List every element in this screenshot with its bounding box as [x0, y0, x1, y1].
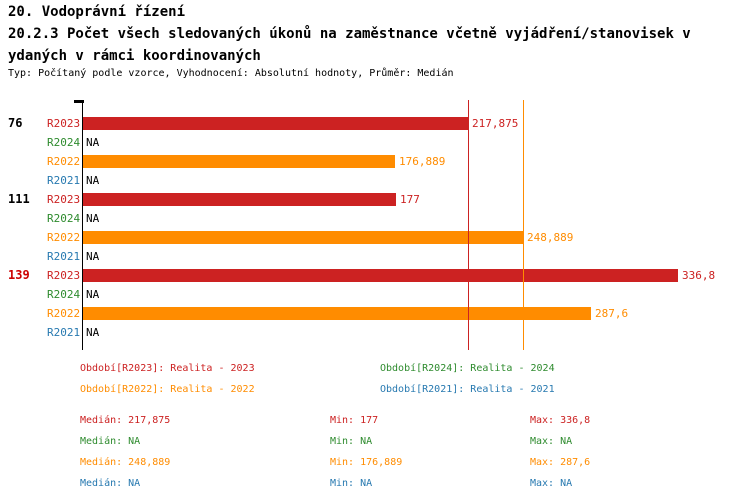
series-label: R2021	[47, 250, 81, 263]
stat-max: Max: 336,8	[530, 415, 591, 426]
series-label: R2022	[47, 155, 81, 168]
bar	[83, 155, 395, 168]
value-axis-line	[82, 100, 83, 350]
bar-value-label: 217,875	[472, 117, 519, 130]
group-label: 139	[8, 268, 30, 282]
na-value: NA	[86, 212, 100, 225]
series-label: R2021	[47, 174, 81, 187]
group-label: 76	[8, 116, 23, 130]
bar-value-label: 248,889	[527, 231, 574, 244]
chart-title-line1: 20.2.3 Počet všech sledovaných úkonů na …	[8, 26, 691, 42]
legend-item: Období[R2024]: Realita - 2024	[380, 363, 555, 374]
legend-item: Období[R2023]: Realita - 2023	[80, 363, 255, 374]
bar	[83, 117, 468, 130]
stat-median: Medián: NA	[80, 436, 141, 447]
chart-subtitle: Typ: Počítaný podle vzorce, Vyhodnocení:…	[8, 68, 454, 79]
bar	[83, 269, 678, 282]
stat-min: Min: NA	[330, 436, 373, 447]
series-label: R2021	[47, 326, 81, 339]
series-label: R2024	[47, 212, 81, 225]
bar	[83, 193, 396, 206]
page-title: 20. Vodoprávní řízení	[8, 4, 186, 20]
na-value: NA	[86, 288, 100, 301]
series-label: R2024	[47, 136, 81, 149]
na-value: NA	[86, 136, 100, 149]
stat-max: Max: NA	[530, 478, 573, 489]
group-label: 111	[8, 192, 30, 206]
reference-line	[523, 100, 524, 350]
stat-min: Min: 177	[330, 415, 379, 426]
stat-max: Max: NA	[530, 436, 573, 447]
bar	[83, 307, 591, 320]
series-label: R2023	[47, 117, 81, 130]
series-label: R2024	[47, 288, 81, 301]
bar	[83, 231, 523, 244]
series-label: R2023	[47, 269, 81, 282]
chart-title-line2: ydaných v rámci koordinovaných	[8, 48, 261, 64]
na-value: NA	[86, 326, 100, 339]
stat-median: Medián: 248,889	[80, 457, 171, 468]
stat-median: Medián: NA	[80, 478, 141, 489]
stat-min: Min: NA	[330, 478, 373, 489]
series-label: R2022	[47, 231, 81, 244]
stat-min: Min: 176,889	[330, 457, 403, 468]
legend-item: Období[R2022]: Realita - 2022	[80, 384, 255, 395]
axis-top-tick	[74, 100, 84, 103]
na-value: NA	[86, 250, 100, 263]
series-label: R2023	[47, 193, 81, 206]
bar-value-label: 177	[400, 193, 420, 206]
reference-line	[468, 100, 469, 350]
legend-item: Období[R2021]: Realita - 2021	[380, 384, 555, 395]
bar-value-label: 287,6	[595, 307, 629, 320]
series-label: R2022	[47, 307, 81, 320]
stat-median: Medián: 217,875	[80, 415, 171, 426]
na-value: NA	[86, 174, 100, 187]
bar-value-label: 336,8	[682, 269, 716, 282]
stat-max: Max: 287,6	[530, 457, 591, 468]
bar-value-label: 176,889	[399, 155, 446, 168]
